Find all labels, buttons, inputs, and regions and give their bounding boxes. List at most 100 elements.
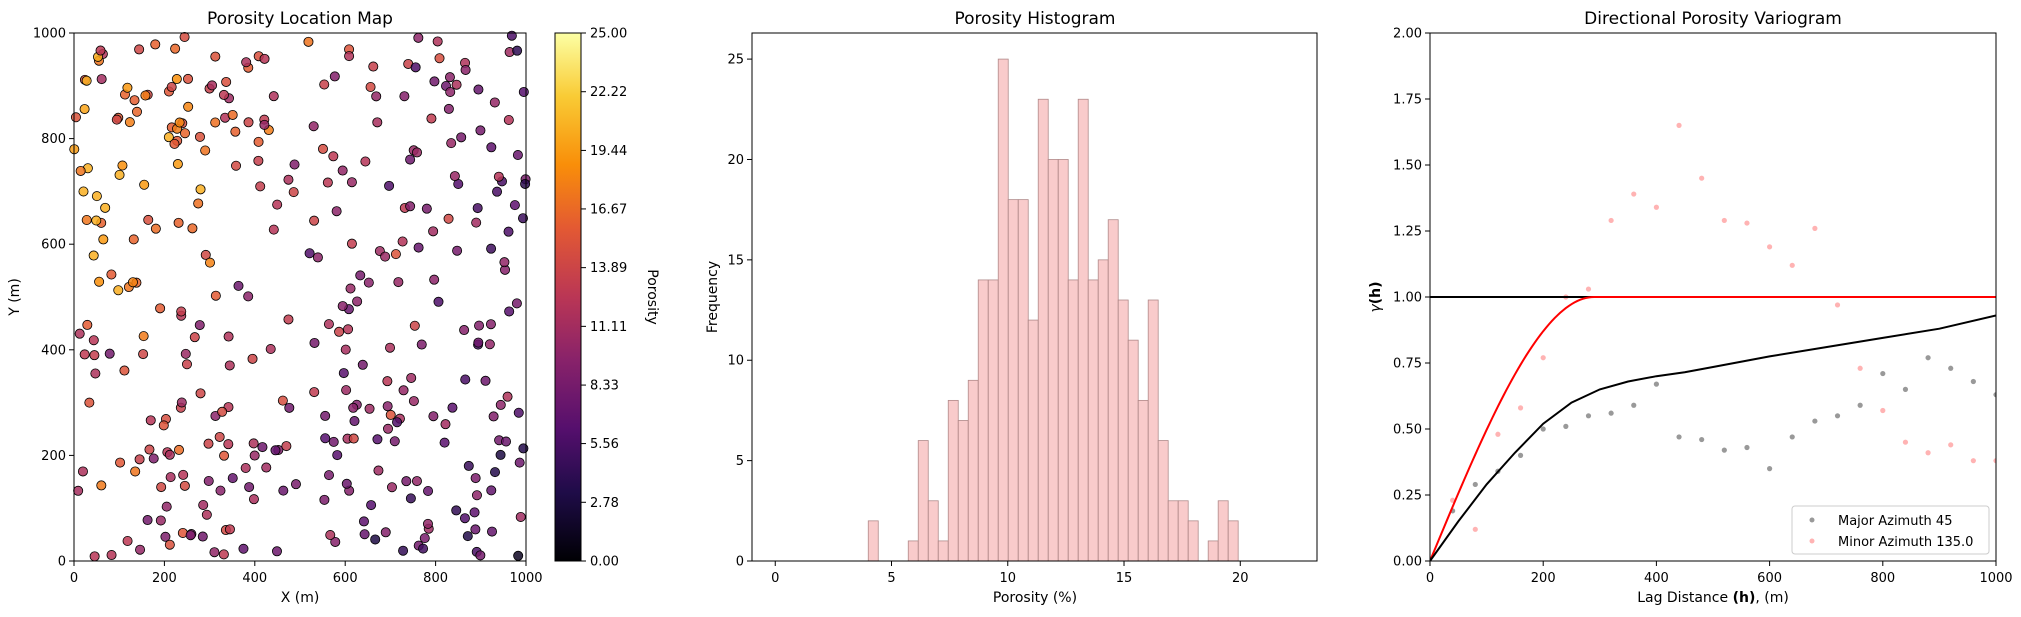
variogram-y-tick-label: 1.50 [1393,159,1422,174]
location-point [114,169,125,180]
location-point [214,431,225,442]
variogram-point-major [1948,365,1954,371]
location-point [309,337,320,348]
location-point [490,467,501,478]
location-point [161,501,172,512]
location-point [271,546,282,557]
location-point [261,462,272,473]
location-point [475,550,486,561]
colorbar [554,32,582,562]
location-point [135,544,146,555]
location-point [139,179,150,190]
location-point [77,466,88,477]
location-point [423,486,434,497]
location-point [238,543,249,554]
variogram-y-tick-label: 1.75 [1393,93,1422,108]
location-point [98,234,109,245]
variogram-x-tick-0: 0 [1426,561,1434,586]
location-point [474,320,485,331]
location-point [176,306,187,317]
location-point [386,482,397,493]
location-point [513,407,524,418]
variogram-x-ticks: 0 200 400 600 800 1000 [1426,561,2013,586]
histogram-bar [1187,520,1199,562]
location-point [79,349,90,360]
location-point [284,402,295,413]
location-point [289,159,300,170]
variogram-points [1450,122,1996,532]
location-point [303,36,314,47]
location-point [451,79,462,90]
location-point [462,531,473,542]
location-point [122,535,133,546]
colorbar-ticks: 0.00 2.78 5.56 8.33 11.11 13.89 16.67 19.44 22.2… [581,27,627,570]
colorbar-tick-label: 16.67 [590,202,627,217]
location-map-x-tick-3: 600 [333,561,358,586]
location-point [224,524,235,535]
location-point [460,64,471,75]
variogram-y-tick-1: 0.25 [1393,489,1430,504]
location-point [331,206,342,217]
location-point [144,444,155,455]
colorbar-tick-label: 25.00 [590,27,627,42]
location-point [359,529,370,540]
minor-model-line [1430,296,1996,561]
location-point [493,171,504,182]
histogram-bar [1217,500,1229,562]
location-point [470,473,481,484]
location-point [520,178,531,189]
variogram-point-major [1789,434,1795,440]
location-map-frame [73,32,527,562]
histogram-bar [1047,159,1059,562]
location-point [200,145,211,156]
location-point [426,113,437,124]
variogram-y-tick-label: 0.25 [1393,489,1422,504]
colorbar-tick-label: 0.00 [590,555,619,570]
location-point [79,104,90,115]
location-point [412,147,423,158]
location-point [447,402,458,413]
location-point [171,74,182,85]
legend-marker-minor [1809,538,1815,544]
histogram-bar [917,440,929,562]
location-point [449,171,460,182]
location-point [183,73,194,84]
location-point [416,339,427,350]
histogram-bar [1157,440,1169,562]
colorbar-tick-label: 5.56 [590,437,619,452]
location-point [195,388,206,399]
location-point [340,344,351,355]
location-point [203,438,214,449]
location-point [319,79,330,90]
location-point [385,409,396,420]
location-point [385,342,396,353]
histogram-y-tick-label: 0 [736,555,744,570]
histogram-x-tick-label: 5 [887,571,895,586]
histogram-x-ticks: 0 5 10 15 20 [771,561,1249,586]
location-point [173,217,184,228]
location-point [518,443,529,454]
location-point [130,466,141,477]
variogram-point-minor [1653,204,1659,210]
major-model-line [1430,314,1996,561]
location-point [198,499,209,510]
histogram-x-tick-label: 15 [1116,571,1133,586]
location-point [207,80,218,91]
location-point [393,277,404,288]
location-point [304,248,315,259]
location-point [70,112,81,123]
variogram-x-tick-label: 0 [1426,571,1434,586]
location-point [231,160,242,171]
location-point [503,226,514,237]
histogram-y-tick-3: 15 [727,253,752,268]
legend-label-minor: Minor Azimuth 135.0 [1838,535,1973,550]
location-point [223,439,234,450]
variogram-point-major [1631,402,1637,408]
histogram-bar [927,500,939,562]
location-point [290,479,301,490]
location-point [150,223,161,234]
location-point [227,473,238,484]
location-point [203,476,214,487]
histogram-bar [867,520,879,562]
